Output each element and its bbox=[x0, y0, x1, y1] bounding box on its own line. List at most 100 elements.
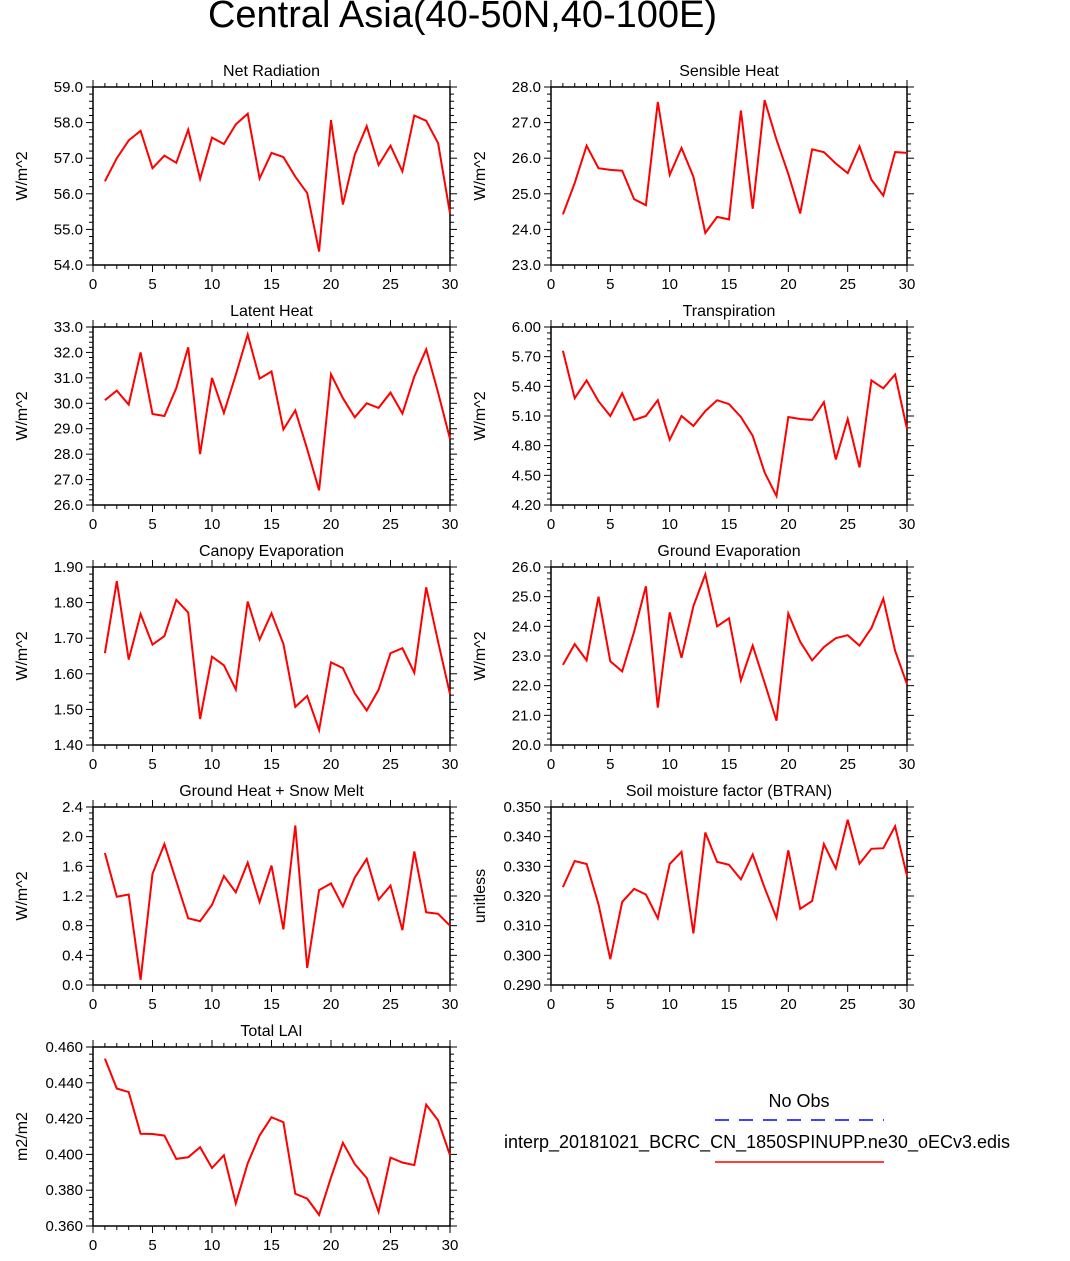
panel-title: Ground Heat + Snow Melt bbox=[179, 783, 364, 800]
chart-panel-5: 0 5 10 15 20 25 30 1.40 1.50 1.60 1.70 1.80 1.90 Cano… bbox=[14, 543, 458, 773]
x-tick-label: 15 bbox=[721, 516, 738, 533]
x-tick-label: 30 bbox=[442, 516, 459, 533]
x-tick-label: 20 bbox=[780, 516, 797, 533]
series-line bbox=[562, 570, 908, 721]
x-tick-label: 0 bbox=[89, 276, 97, 293]
y-tick-label: 1.40 bbox=[54, 737, 83, 754]
x-tick-label: 25 bbox=[839, 996, 856, 1013]
x-tick-label: 5 bbox=[606, 756, 614, 773]
x-tick-label: 10 bbox=[204, 996, 221, 1013]
x-tick-label: 15 bbox=[721, 996, 738, 1013]
series-line bbox=[561, 99, 908, 236]
y-tick-label: 1.70 bbox=[54, 630, 83, 647]
y-axis-label: W/m^2 bbox=[472, 151, 489, 200]
chart-panel-2: 0 5 10 15 20 25 30 23.0 24.0 25.0 26.0 27.0 28.0 Sens… bbox=[472, 63, 915, 293]
y-tick-label: 56.0 bbox=[54, 186, 83, 203]
legend-label-model: interp_20181021_BCRC_CN_1850SPINUPP.ne30… bbox=[504, 1132, 1010, 1153]
y-tick-label: 54.0 bbox=[54, 257, 83, 274]
y-tick-label: 27.0 bbox=[512, 115, 541, 132]
x-tick-label: 0 bbox=[547, 276, 555, 293]
y-tick-label: 5.40 bbox=[512, 378, 541, 395]
y-tick-label: 0.300 bbox=[503, 947, 541, 964]
y-tick-label: 21.0 bbox=[512, 707, 541, 724]
x-tick-label: 10 bbox=[204, 1237, 221, 1254]
y-tick-label: 55.0 bbox=[54, 221, 83, 238]
y-tick-label: 25.0 bbox=[512, 589, 541, 606]
x-tick-label: 10 bbox=[661, 276, 678, 293]
y-tick-label: 28.0 bbox=[54, 446, 83, 463]
x-tick-label: 30 bbox=[442, 276, 459, 293]
x-tick-label: 25 bbox=[382, 756, 399, 773]
y-tick-label: 4.80 bbox=[512, 438, 541, 455]
y-tick-label: 59.0 bbox=[54, 79, 83, 96]
y-tick-label: 0.440 bbox=[45, 1075, 83, 1092]
x-tick-label: 5 bbox=[148, 996, 156, 1013]
y-tick-label: 22.0 bbox=[512, 678, 541, 695]
x-tick-label: 25 bbox=[839, 516, 856, 533]
x-tick-label: 5 bbox=[148, 276, 156, 293]
y-tick-label: 25.0 bbox=[512, 186, 541, 203]
x-tick-label: 10 bbox=[661, 516, 678, 533]
y-tick-label: 33.0 bbox=[54, 319, 83, 336]
y-tick-label: 30.0 bbox=[54, 395, 83, 412]
y-tick-label: 0.0 bbox=[62, 977, 83, 994]
y-tick-label: 4.50 bbox=[512, 467, 541, 484]
series-line bbox=[561, 819, 908, 960]
y-tick-label: 23.0 bbox=[512, 257, 541, 274]
y-tick-label: 57.0 bbox=[54, 150, 83, 167]
series-line bbox=[104, 330, 451, 491]
y-tick-label: 2.4 bbox=[62, 799, 83, 816]
y-tick-label: 1.60 bbox=[54, 666, 83, 683]
y-tick-label: 5.10 bbox=[512, 408, 541, 425]
x-tick-label: 25 bbox=[382, 996, 399, 1013]
y-tick-label: 1.90 bbox=[54, 559, 83, 576]
y-tick-label: 0.8 bbox=[62, 918, 83, 935]
x-tick-label: 5 bbox=[606, 516, 614, 533]
y-tick-label: 0.460 bbox=[45, 1039, 83, 1056]
x-tick-label: 5 bbox=[606, 996, 614, 1013]
x-tick-label: 30 bbox=[899, 516, 916, 533]
main-title: Central Asia(40-50N,40-100E) bbox=[207, 0, 718, 36]
x-tick-label: 30 bbox=[899, 276, 916, 293]
y-tick-label: 26.0 bbox=[512, 559, 541, 576]
y-tick-label: 1.50 bbox=[54, 701, 83, 718]
x-tick-label: 20 bbox=[323, 516, 340, 533]
x-tick-label: 0 bbox=[89, 996, 97, 1013]
y-tick-label: 0.400 bbox=[45, 1146, 83, 1163]
chart-panel-9: 0 5 10 15 20 25 30 0.360 0.380 0.400 0.420 0.440 0.4… bbox=[14, 1023, 458, 1254]
y-tick-label: 0.340 bbox=[503, 829, 541, 846]
y-axis-label: unitless bbox=[472, 869, 489, 923]
y-tick-label: 1.80 bbox=[54, 595, 83, 612]
y-tick-label: 6.00 bbox=[512, 319, 541, 336]
y-tick-label: 2.0 bbox=[62, 829, 83, 846]
y-axis-label: W/m^2 bbox=[472, 391, 489, 440]
series-line bbox=[103, 825, 451, 980]
x-tick-label: 20 bbox=[323, 276, 340, 293]
panel-title: Net Radiation bbox=[223, 63, 320, 80]
x-tick-label: 10 bbox=[204, 756, 221, 773]
y-tick-label: 26.0 bbox=[512, 150, 541, 167]
x-tick-label: 15 bbox=[263, 996, 280, 1013]
chart-panel-8: 0 5 10 15 20 25 30 0.290 0.300 0.310 0.320 0.330 0.3… bbox=[472, 783, 915, 1013]
x-tick-label: 30 bbox=[442, 996, 459, 1013]
chart-panel-3: 0 5 10 15 20 25 30 26.0 27.0 28.0 29.0 30.0 31.0 32.0… bbox=[14, 303, 458, 533]
x-tick-label: 20 bbox=[323, 756, 340, 773]
series-line bbox=[103, 581, 451, 734]
x-tick-label: 15 bbox=[263, 516, 280, 533]
y-tick-label: 29.0 bbox=[54, 421, 83, 438]
y-tick-label: 27.0 bbox=[54, 472, 83, 489]
x-tick-label: 0 bbox=[89, 1237, 97, 1254]
y-tick-label: 24.0 bbox=[512, 618, 541, 635]
y-tick-label: 1.6 bbox=[62, 858, 83, 875]
x-tick-label: 15 bbox=[263, 1237, 280, 1254]
x-tick-label: 30 bbox=[442, 1237, 459, 1254]
x-tick-label: 30 bbox=[899, 996, 916, 1013]
legend-label-obs: No Obs bbox=[768, 1091, 829, 1111]
y-tick-label: 58.0 bbox=[54, 115, 83, 132]
x-tick-label: 5 bbox=[148, 756, 156, 773]
y-tick-label: 4.20 bbox=[512, 497, 541, 514]
y-tick-label: 0.350 bbox=[503, 799, 541, 816]
chart-panel-1: 0 5 10 15 20 25 30 54.0 55.0 56.0 57.0 58.0 59.0 Net … bbox=[14, 63, 458, 293]
